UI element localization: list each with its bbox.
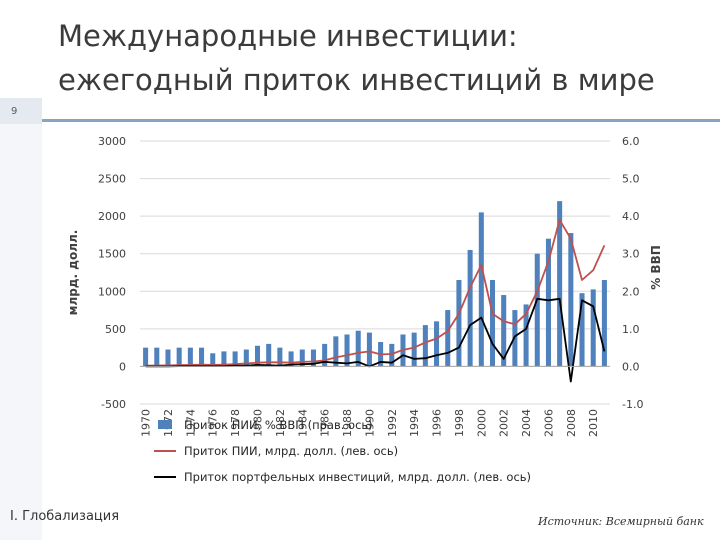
bar bbox=[288, 351, 294, 367]
y-tick-label-left: 2000 bbox=[98, 210, 126, 223]
bar bbox=[557, 201, 563, 367]
slide-title: Международные инвестиции: ежегодный прит… bbox=[58, 14, 718, 102]
legend-label: Приток ПИИ, % ВВП (прав. ось) bbox=[184, 418, 373, 432]
x-tick-label: 2008 bbox=[565, 409, 578, 437]
slide-number: 9 bbox=[11, 106, 18, 117]
bar bbox=[344, 334, 350, 367]
x-tick-label: 1984 bbox=[296, 409, 309, 437]
bar bbox=[254, 345, 261, 367]
series-line-fdi bbox=[145, 219, 606, 367]
bar bbox=[154, 347, 160, 367]
bar bbox=[333, 336, 339, 367]
x-tick-label: 1970 bbox=[140, 409, 153, 437]
source-note: Источник: Всемирный банк bbox=[538, 515, 704, 528]
bar bbox=[545, 238, 551, 367]
y-tick-label-left: -500 bbox=[101, 398, 126, 411]
y-tick-label-right: 5.0 bbox=[622, 173, 640, 186]
y-axis-title-right: % ВВП bbox=[649, 245, 660, 290]
bar bbox=[243, 349, 249, 367]
x-tick-label: 1982 bbox=[274, 409, 287, 437]
x-tick-label: 1988 bbox=[341, 409, 354, 437]
bar bbox=[299, 349, 305, 367]
bar bbox=[143, 347, 149, 367]
footer-section-label: I. Глобализация bbox=[10, 509, 120, 524]
y-tick-label-left: 1000 bbox=[98, 285, 126, 298]
bar bbox=[187, 347, 193, 367]
bar bbox=[310, 349, 316, 367]
y-tick-label-right: 4.0 bbox=[622, 210, 640, 223]
bar bbox=[266, 343, 272, 367]
x-tick-label: 1974 bbox=[184, 409, 197, 437]
bar bbox=[456, 280, 462, 367]
y-tick-label-right: 0.0 bbox=[622, 360, 640, 373]
bar bbox=[434, 321, 440, 367]
x-tick-label: 1994 bbox=[408, 409, 421, 437]
bar bbox=[176, 347, 182, 367]
y-tick-label-left: 3000 bbox=[98, 135, 126, 148]
x-tick-label: 1998 bbox=[453, 409, 466, 437]
bar bbox=[322, 343, 328, 367]
x-tick-label: 1976 bbox=[207, 409, 220, 437]
bar bbox=[366, 332, 372, 367]
bar bbox=[422, 325, 428, 367]
y-tick-label-right: -1.0 bbox=[622, 398, 643, 411]
bar bbox=[221, 351, 227, 367]
bar bbox=[165, 349, 171, 367]
bar bbox=[199, 347, 205, 367]
y-tick-label-right: 1.0 bbox=[622, 323, 640, 336]
x-tick-label: 1978 bbox=[229, 409, 242, 437]
x-tick-label: 2002 bbox=[498, 409, 511, 437]
bar bbox=[534, 253, 540, 367]
y-tick-label-left: 0 bbox=[119, 360, 126, 373]
bar bbox=[389, 343, 395, 367]
bar bbox=[445, 310, 451, 367]
x-tick-label: 2006 bbox=[542, 409, 555, 437]
x-tick-label: 1992 bbox=[386, 409, 399, 437]
y-axis-title-left: млрд. долл. bbox=[66, 230, 80, 316]
bar bbox=[579, 293, 585, 367]
legend-label: Приток ПИИ, млрд. долл. (лев. ось) bbox=[184, 444, 398, 458]
y-tick-label-left: 500 bbox=[105, 323, 126, 336]
bar bbox=[601, 280, 607, 367]
side-strip bbox=[0, 124, 42, 540]
title-line-1: Международные инвестиции: bbox=[58, 19, 518, 53]
bar bbox=[277, 347, 283, 367]
bar bbox=[232, 351, 238, 367]
header-divider bbox=[42, 119, 720, 122]
legend-label: Приток портфельных инвестиций, млрд. дол… bbox=[184, 470, 531, 484]
legend-swatch-bar bbox=[158, 420, 172, 429]
x-tick-label: 1996 bbox=[431, 409, 444, 437]
bar bbox=[489, 280, 496, 367]
bar bbox=[590, 289, 596, 367]
x-tick-label: 2010 bbox=[587, 409, 600, 437]
investment-chart: 3000 2500 2000 1500 1000 500 0 -500 6.0 5.0 4.0 3.0… bbox=[66, 135, 660, 484]
y-tick-label-left: 1500 bbox=[98, 248, 126, 261]
x-tick-label: 2000 bbox=[475, 409, 488, 437]
bar bbox=[501, 295, 507, 367]
bar bbox=[478, 212, 484, 367]
y-tick-label-left: 2500 bbox=[98, 173, 126, 186]
bar bbox=[355, 330, 361, 367]
x-tick-label: 1986 bbox=[319, 409, 332, 437]
bar bbox=[523, 304, 529, 367]
x-tick-label: 1980 bbox=[252, 409, 265, 437]
slide-number-box bbox=[0, 98, 42, 124]
bar bbox=[411, 332, 417, 367]
bar bbox=[210, 353, 216, 367]
bar bbox=[467, 249, 473, 367]
y-tick-label-right: 3.0 bbox=[622, 248, 640, 261]
y-tick-label-right: 2.0 bbox=[622, 285, 640, 298]
x-tick-label: 1990 bbox=[363, 409, 376, 437]
x-tick-label: 2004 bbox=[520, 409, 533, 437]
bar bbox=[568, 233, 574, 367]
y-tick-label-right: 6.0 bbox=[622, 135, 640, 148]
title-line-2: ежегодный приток инвестиций в мире bbox=[58, 63, 655, 97]
